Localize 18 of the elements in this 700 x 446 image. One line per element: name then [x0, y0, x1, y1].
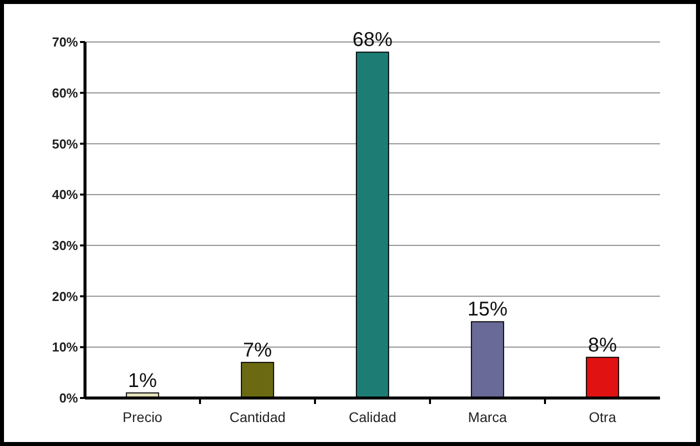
x-tick-label: Precio: [122, 409, 163, 425]
x-tick-label: Cantidad: [229, 409, 286, 425]
x-tick-label: Otra: [588, 409, 616, 425]
data-label: 68%: [352, 29, 393, 52]
data-label: 7%: [243, 339, 272, 362]
y-tick-label: 30%: [52, 238, 78, 253]
y-tick-label: 60%: [52, 85, 78, 100]
y-tick-label: 0%: [59, 390, 78, 406]
y-tick-label: 70%: [52, 34, 78, 50]
y-tick-label: 40%: [52, 187, 78, 202]
x-tick-label: Marca: [468, 409, 508, 425]
y-tick-label: 20%: [52, 288, 78, 304]
data-label: 15%: [467, 298, 508, 321]
y-tick-label: 10%: [52, 340, 78, 355]
y-tick-label: 50%: [52, 136, 78, 152]
data-label: 8%: [588, 334, 618, 356]
x-tick-label: Calidad: [348, 409, 396, 425]
data-label: 1%: [128, 370, 158, 392]
